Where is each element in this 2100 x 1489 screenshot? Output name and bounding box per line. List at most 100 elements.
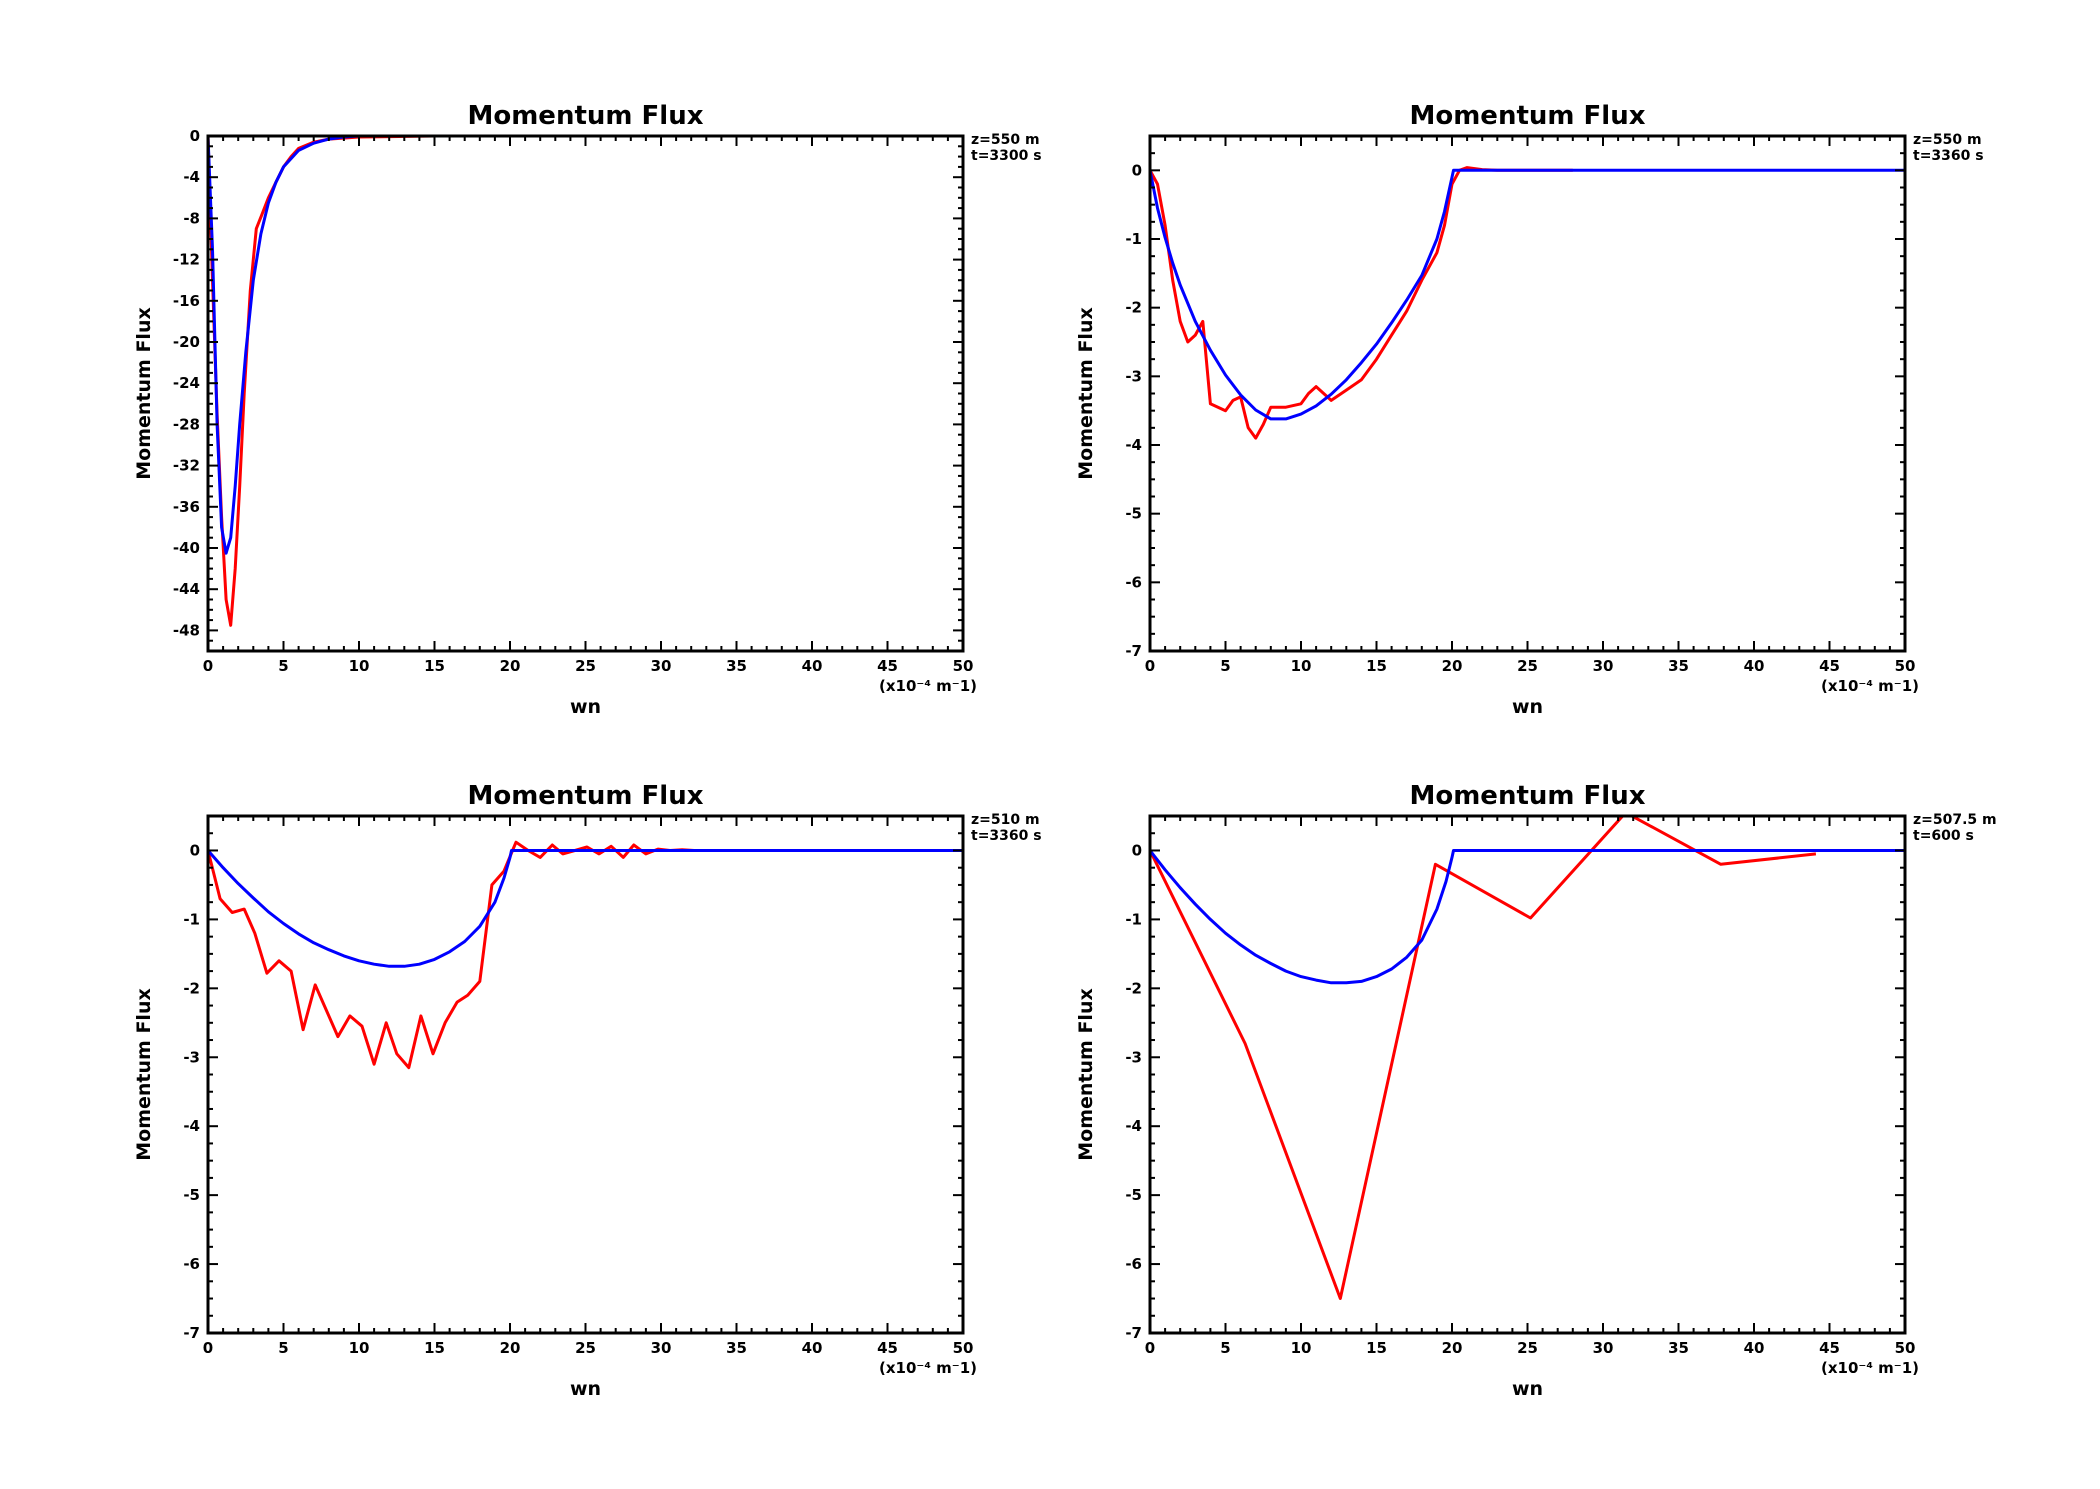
x-tick-label: 50 [953,657,974,675]
y-axis-label: Momentum Flux [133,988,155,1160]
y-tick-label: -8 [183,209,200,227]
x-tick-label: 35 [726,1339,747,1357]
x-tick-label: 15 [1366,1339,1387,1357]
y-tick-label: -3 [183,1048,200,1066]
chart-info-label: t=3360 s [1913,148,1984,164]
y-tick-label: -44 [173,580,200,598]
chart-panel-2: Momentum Flux z=550 mt=3360 s 0 5 10 15 20 25 30… [1075,101,1984,718]
x-tick-label: 25 [575,657,596,675]
y-tick-label: -7 [1125,1324,1142,1342]
x-tick-label: 0 [1145,1339,1155,1357]
chart-info-label: z=507.5 m [1913,812,1997,828]
y-tick-label: -12 [173,251,200,269]
x-tick-label: 30 [1593,657,1614,675]
x-tick-label: 5 [1220,1339,1230,1357]
blue-series-line [208,136,963,555]
chart-panel-3: Momentum Flux z=510 mt=3360 s 0 5 10 15 20 25 30… [133,781,1042,1400]
x-tick-label: 5 [1220,657,1230,675]
x-axis-label: wn [1512,1378,1543,1400]
x-tick-label: 20 [500,657,521,675]
y-tick-label: -36 [173,498,200,516]
x-tick-label: 45 [877,1339,898,1357]
x-axis-label: wn [570,1378,601,1400]
x-tick-label: 10 [349,657,370,675]
y-tick-label: -5 [1125,505,1142,523]
x-tick-label: 45 [1819,1339,1840,1357]
x-axis-label: wn [1512,696,1543,718]
y-tick-label: -1 [183,910,200,928]
y-tick-label: -6 [1125,1255,1142,1273]
y-tick-label: -24 [173,374,200,392]
y-tick-label: 0 [190,127,200,145]
x-tick-label: 45 [1819,657,1840,675]
red-series-line [1150,816,1817,1300]
x-tick-label: 50 [1895,1339,1916,1357]
x-tick-label: 5 [278,657,288,675]
y-tick-label: -40 [173,539,200,557]
x-tick-label: 15 [1366,657,1387,675]
red-series-line [208,136,963,627]
blue-series-line [1150,849,1905,985]
chart-title: Momentum Flux [467,781,703,811]
chart-title: Momentum Flux [467,101,703,131]
x-tick-label: 10 [1291,657,1312,675]
y-axis-label: Momentum Flux [1075,307,1097,479]
blue-series-line [1150,168,1905,421]
x-unit-label: (x10⁻⁴ m⁻1) [879,677,977,695]
y-tick-label: -4 [1125,1117,1142,1135]
plot-frame [1148,134,1907,653]
x-tick-label: 30 [651,657,672,675]
x-tick-label: 40 [1744,1339,1765,1357]
x-tick-label: 50 [953,1339,974,1357]
y-tick-label: -5 [1125,1186,1142,1204]
x-tick-label: 5 [278,1339,288,1357]
x-tick-label: 25 [1517,657,1538,675]
x-tick-label: 40 [1744,657,1765,675]
plot-frame [206,814,965,1335]
y-tick-label: -2 [1125,299,1142,317]
y-tick-label: -7 [1125,642,1142,660]
red-series-line [208,840,963,1070]
chart-panel-4: Momentum Flux z=507.5 mt=600 s 0 5 10 15 20 25 3… [1075,781,1997,1400]
x-tick-label: 25 [1517,1339,1538,1357]
x-tick-label: 0 [203,1339,213,1357]
x-tick-label: 30 [651,1339,672,1357]
y-tick-label: -2 [1125,979,1142,997]
plot-frame [206,134,965,653]
x-unit-label: (x10⁻⁴ m⁻1) [1821,677,1919,695]
chart-title: Momentum Flux [1409,101,1645,131]
plot-frame [1148,814,1907,1335]
chart-info-label: t=3300 s [971,148,1042,164]
x-tick-label: 20 [1442,1339,1463,1357]
y-tick-label: -2 [183,979,200,997]
y-tick-label: -32 [173,457,200,475]
y-tick-label: -4 [1125,436,1142,454]
y-tick-label: 0 [1132,841,1142,859]
y-tick-label: -3 [1125,1048,1142,1066]
chart-title: Momentum Flux [1409,781,1645,811]
x-tick-label: 35 [1668,657,1689,675]
x-unit-label: (x10⁻⁴ m⁻1) [879,1359,977,1377]
x-tick-label: 45 [877,657,898,675]
x-tick-label: 40 [802,657,823,675]
y-tick-label: -28 [173,415,200,433]
x-tick-label: 10 [349,1339,370,1357]
chart-info-label: z=510 m [971,812,1040,828]
y-tick-label: -4 [183,1117,200,1135]
y-tick-label: -5 [183,1186,200,1204]
y-tick-label: 0 [1132,161,1142,179]
x-tick-label: 15 [424,657,445,675]
chart-info-label: z=550 m [1913,132,1982,148]
y-axis-label: Momentum Flux [1075,988,1097,1160]
y-tick-label: -6 [183,1255,200,1273]
x-unit-label: (x10⁻⁴ m⁻1) [1821,1359,1919,1377]
y-tick-label: -1 [1125,910,1142,928]
x-tick-label: 20 [1442,657,1463,675]
y-tick-label: -1 [1125,230,1142,248]
y-tick-label: -20 [173,333,200,351]
y-tick-label: -16 [173,292,200,310]
y-tick-label: -6 [1125,573,1142,591]
x-tick-label: 35 [726,657,747,675]
y-tick-label: 0 [190,841,200,859]
